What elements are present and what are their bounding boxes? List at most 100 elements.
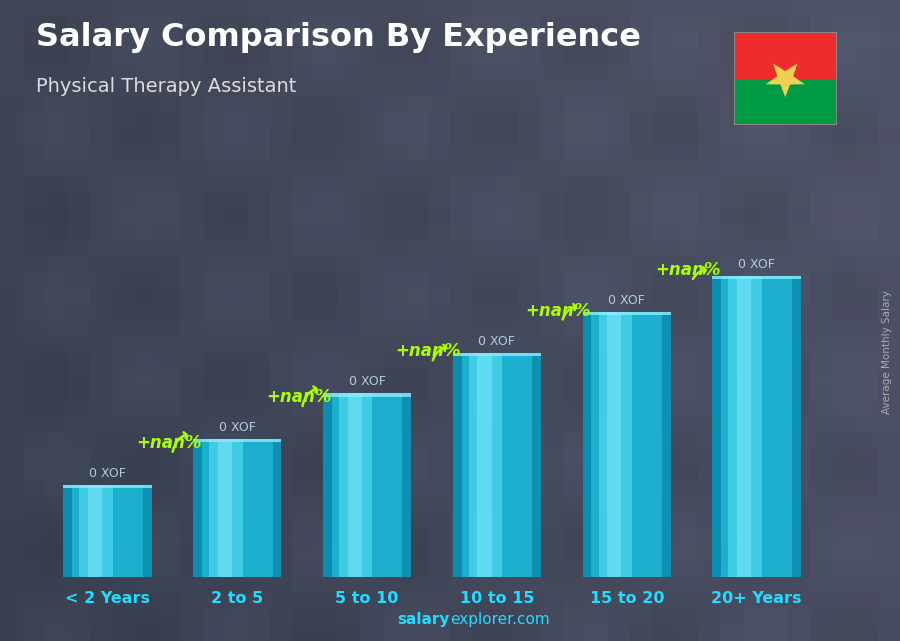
Bar	[315, 335, 339, 353]
Bar	[878, 111, 900, 128]
Bar	[518, 367, 542, 385]
Bar	[202, 592, 227, 609]
Bar	[202, 159, 227, 176]
Bar	[832, 351, 857, 369]
Bar	[270, 383, 294, 401]
Bar	[0, 287, 24, 304]
Bar	[585, 512, 609, 529]
Bar	[788, 560, 812, 577]
Bar	[698, 191, 722, 208]
Bar	[405, 415, 429, 433]
Bar	[270, 319, 294, 337]
Bar	[225, 479, 249, 497]
Bar	[810, 287, 834, 304]
Bar	[878, 560, 900, 577]
Bar	[788, 399, 812, 417]
Bar	[292, 335, 317, 353]
Bar	[652, 560, 677, 577]
Bar	[495, 47, 519, 64]
Bar	[540, 191, 564, 208]
Bar	[855, 127, 879, 144]
Bar	[90, 383, 114, 401]
Bar	[562, 624, 587, 641]
Bar	[832, 79, 857, 96]
Bar	[405, 367, 429, 385]
Bar	[382, 255, 407, 272]
Bar	[0, 592, 24, 609]
Bar	[652, 528, 677, 545]
Bar	[90, 79, 114, 96]
Bar	[788, 351, 812, 369]
Bar	[608, 495, 632, 513]
Bar	[225, 271, 249, 288]
Bar	[495, 95, 519, 112]
Bar	[90, 207, 114, 224]
Text: 0 XOF: 0 XOF	[738, 258, 775, 271]
Bar	[698, 560, 722, 577]
Bar	[630, 447, 654, 465]
Bar	[518, 191, 542, 208]
Bar	[90, 415, 114, 433]
Bar	[112, 111, 137, 128]
Bar	[0, 351, 24, 369]
Bar	[562, 415, 587, 433]
Bar	[158, 303, 182, 320]
Bar	[630, 319, 654, 337]
Bar	[405, 624, 429, 641]
Bar	[608, 624, 632, 641]
Bar	[495, 544, 519, 561]
Bar	[585, 463, 609, 481]
Bar	[382, 479, 407, 497]
Bar	[360, 15, 384, 32]
Text: salary: salary	[398, 612, 450, 627]
Bar	[832, 335, 857, 353]
Bar	[158, 560, 182, 577]
Bar	[675, 431, 699, 449]
Bar	[45, 15, 69, 32]
Bar	[158, 608, 182, 625]
Bar	[562, 431, 587, 449]
Bar	[832, 47, 857, 64]
Bar	[450, 447, 474, 465]
Bar	[194, 439, 282, 577]
Bar	[202, 271, 227, 288]
Bar	[810, 399, 834, 417]
Bar	[765, 351, 789, 369]
Bar	[675, 415, 699, 433]
Bar	[518, 528, 542, 545]
Bar	[652, 463, 677, 481]
Bar	[855, 399, 879, 417]
Bar	[248, 111, 272, 128]
Bar	[720, 608, 744, 625]
Bar	[608, 63, 632, 80]
Bar	[698, 143, 722, 160]
Bar	[315, 287, 339, 304]
Bar	[45, 608, 69, 625]
Bar	[652, 576, 677, 593]
Bar	[68, 399, 92, 417]
Bar	[675, 47, 699, 64]
Bar	[428, 367, 452, 385]
Bar	[428, 319, 452, 337]
Bar	[788, 512, 812, 529]
Bar	[90, 528, 114, 545]
Bar	[135, 351, 159, 369]
Bar	[180, 47, 204, 64]
Bar	[810, 255, 834, 272]
Bar	[135, 159, 159, 176]
Bar	[720, 31, 744, 48]
Bar	[832, 111, 857, 128]
Bar	[652, 159, 677, 176]
Bar	[180, 287, 204, 304]
Bar	[630, 287, 654, 304]
Bar	[855, 319, 879, 337]
Bar	[878, 143, 900, 160]
Bar	[742, 431, 767, 449]
Bar	[338, 576, 362, 593]
Bar	[540, 335, 564, 353]
Bar	[855, 560, 879, 577]
Bar	[675, 287, 699, 304]
Bar	[112, 431, 137, 449]
Bar	[518, 399, 542, 417]
Bar	[652, 495, 677, 513]
